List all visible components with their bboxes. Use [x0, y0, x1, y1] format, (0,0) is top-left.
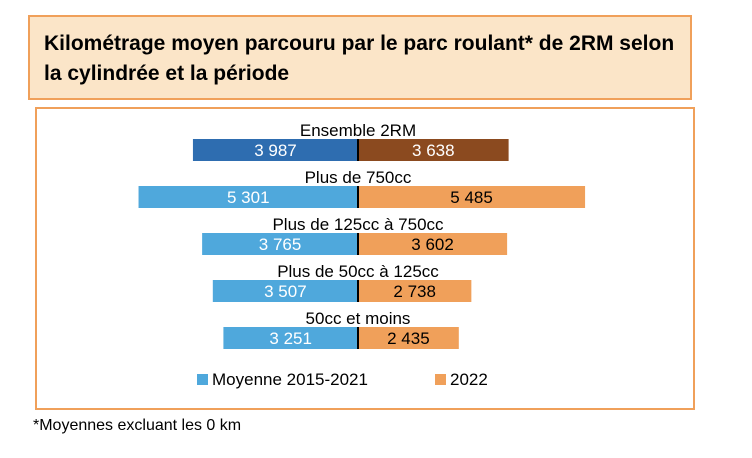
- legend-swatch-moyenne: [197, 374, 208, 385]
- legend-label-2022: 2022: [450, 370, 488, 389]
- footnote: *Moyennes excluant les 0 km: [33, 417, 242, 434]
- bar-moyenne-2015-2021: [223, 327, 358, 349]
- data-label-2022: 3 602: [411, 235, 454, 254]
- bar-moyenne-2015-2021: [212, 280, 358, 302]
- category-label: 50cc et moins: [306, 309, 411, 328]
- data-label-moyenne: 5 301: [227, 188, 270, 207]
- data-label-2022: 5 485: [450, 188, 493, 207]
- bar-2022: [358, 280, 472, 302]
- bar-2022: [358, 186, 586, 208]
- title-box: Kilométrage moyen parcouru par le parc r…: [28, 15, 692, 100]
- bar-moyenne-2015-2021: [192, 139, 358, 161]
- data-label-moyenne: 3 507: [264, 282, 307, 301]
- data-label-moyenne: 3 987: [254, 141, 297, 160]
- data-label-2022: 2 435: [387, 329, 430, 348]
- chart-box: Ensemble 2RM 3 987 3 638 Plus de 750cc 5 301…: [35, 107, 695, 410]
- legend-label-moyenne: Moyenne 2015-2021: [212, 370, 368, 389]
- category-label: Plus de 50cc à 125cc: [277, 262, 439, 281]
- category-label: Plus de 750cc: [305, 168, 412, 187]
- bar-moyenne-2015-2021: [202, 233, 358, 255]
- bar-2022: [358, 233, 508, 255]
- bar-moyenne-2015-2021: [138, 186, 358, 208]
- category-label: Ensemble 2RM: [300, 121, 416, 140]
- bar-2022: [358, 139, 509, 161]
- data-label-moyenne: 3 251: [269, 329, 312, 348]
- data-label-moyenne: 3 765: [259, 235, 302, 254]
- category-label: Plus de 125cc à 750cc: [272, 215, 444, 234]
- data-label-2022: 3 638: [412, 141, 455, 160]
- data-label-2022: 2 738: [393, 282, 436, 301]
- legend-swatch-2022: [435, 374, 446, 385]
- bar-2022: [358, 327, 459, 349]
- chart-title: Kilométrage moyen parcouru par le parc r…: [44, 32, 675, 85]
